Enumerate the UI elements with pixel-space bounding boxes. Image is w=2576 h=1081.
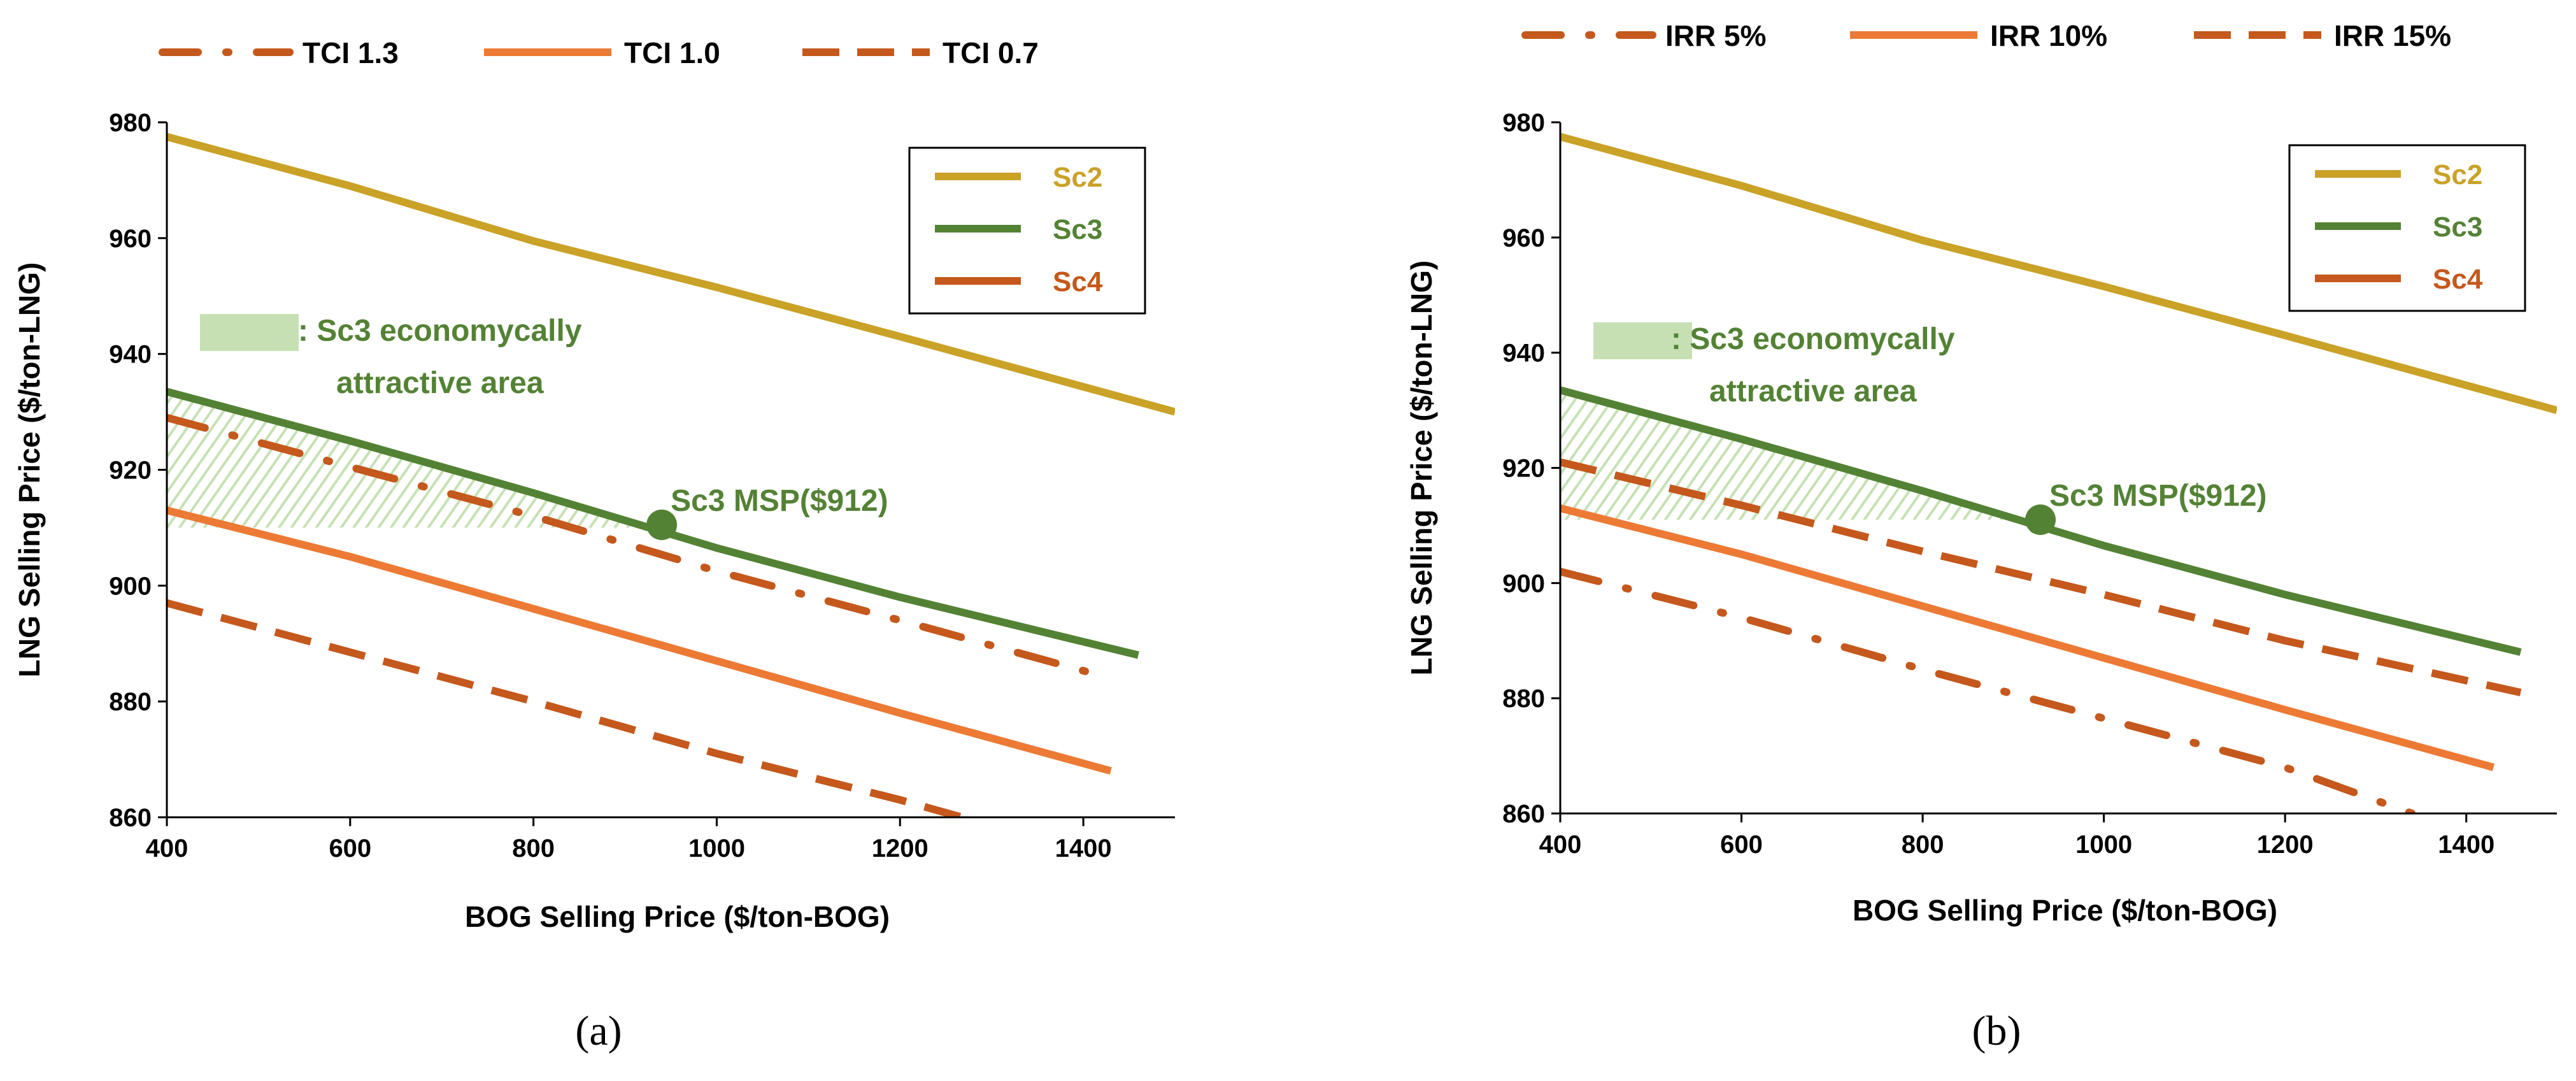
x-axis-title: BOG Selling Price ($/ton-BOG) [1853,894,2277,927]
series-line-sc4-tci-1-0 [167,506,1112,775]
area-swatch [1593,322,1692,359]
series-line-sc2 [1560,132,2557,414]
y-tick-label: 880 [1502,685,1545,713]
series-line-sc4-tci-0-7 [167,599,976,817]
msp-point [2025,504,2056,535]
area-label-line2: attractive area [1709,375,1917,408]
x-tick-label: 400 [1539,831,1582,859]
style-legend-label: TCI 0.7 [943,36,1039,69]
x-tick-label: 1200 [872,834,929,863]
panel-label: (b) [1972,1008,2021,1054]
area-label-line1: : Sc3 economycally [1671,322,1955,356]
x-tick-label: 1000 [2075,831,2132,859]
chart-panel-b: 860 880 900 920 940 960 980 400 600 800 1000 1200 14… [1405,19,2557,1054]
x-tick-label: 400 [146,834,189,863]
x-tick-label: 1400 [1055,834,1112,863]
scenario-legend-label: Sc2 [2433,159,2482,190]
scenario-legend-label: Sc3 [1053,214,1102,245]
y-tick-label: 940 [109,341,152,369]
style-legend-label: IRR 15% [2334,19,2451,52]
y-tick-label: 960 [109,225,152,253]
x-tick-label: 1400 [2438,831,2494,859]
x-axis-title: BOG Selling Price ($/ton-BOG) [465,900,890,933]
msp-label: Sc3 MSP($912) [2049,479,2267,513]
style-legend-label: IRR 5% [1665,19,1766,52]
series-line-sc4-tci-1-3 [167,413,1115,682]
x-tick-label: 800 [1902,831,1944,859]
series-line-sc4-irr-10- [1560,504,2495,771]
series-line-sc3 [1560,386,2522,656]
area-swatch [200,314,299,351]
x-tick-label: 800 [512,834,555,863]
scenario-legend-label: Sc3 [2433,211,2482,243]
y-tick-label: 960 [1502,224,1545,252]
y-tick-label: 860 [1502,800,1545,828]
x-tick-label: 600 [329,834,371,863]
y-tick-label: 980 [1502,109,1545,137]
series-line-sc2 [167,132,1175,416]
style-legend-label: TCI 1.0 [624,36,720,69]
y-tick-label: 980 [109,109,152,137]
msp-label: Sc3 MSP($912) [671,484,888,518]
x-tick-label: 1000 [688,834,745,863]
panel-label: (a) [575,1008,622,1054]
y-tick-label: 900 [1502,569,1545,598]
y-tick-label: 940 [1502,340,1545,368]
scenario-legend-label: Sc4 [2433,264,2483,295]
style-legend-label: IRR 10% [1990,19,2107,52]
y-tick-label: 880 [109,688,152,716]
x-tick-label: 600 [1720,831,1763,859]
chart-panel-a: 860 880 900 920 940 960 980 400 600 800 1000 1200 14… [13,36,1175,1054]
y-tick-label: 920 [109,457,152,485]
msp-point [646,509,678,540]
y-tick-label: 860 [109,804,152,832]
series-line-sc3 [167,387,1139,659]
y-axis-title: LNG Selling Price ($/ton-LNG) [13,262,46,678]
area-label-line1: : Sc3 economycally [298,314,582,348]
x-tick-label: 1200 [2257,831,2314,859]
area-label-line2: attractive area [336,366,544,400]
y-axis-title: LNG Selling Price ($/ton-LNG) [1405,261,1438,676]
scenario-legend-label: Sc4 [1053,266,1103,297]
y-tick-label: 920 [1502,455,1545,483]
series-line-sc4-irr-15- [1560,458,2522,696]
y-tick-label: 900 [109,572,152,600]
scenario-legend-label: Sc2 [1053,162,1102,193]
style-legend-label: TCI 1.3 [302,36,399,69]
series-line-sc4-irr-5- [1560,568,2416,813]
